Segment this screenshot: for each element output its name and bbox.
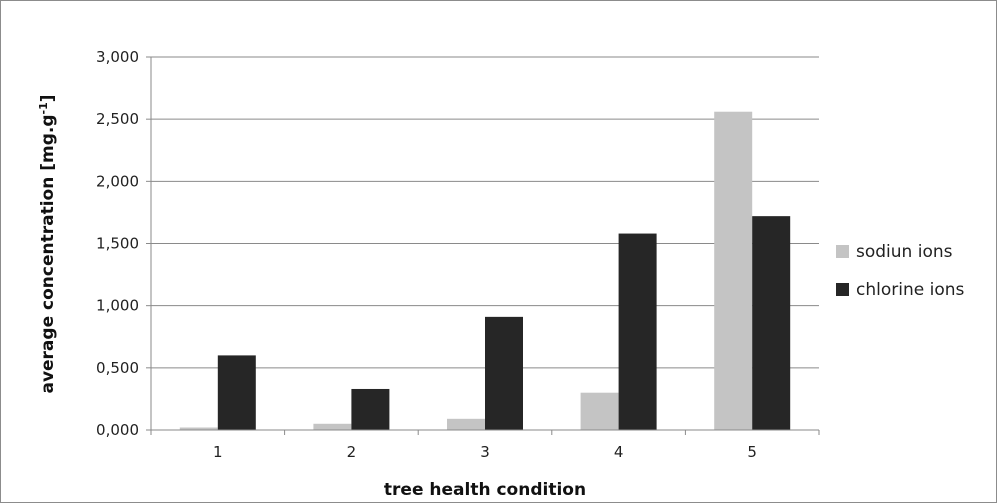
x-tick-label: 4 — [614, 443, 624, 461]
x-tick-labels: 1 2 3 4 5 — [213, 443, 757, 461]
bar-sodium — [313, 423, 352, 430]
bar-sodium — [714, 111, 753, 430]
bar-chlorine — [752, 216, 791, 430]
y-tick-label: 0,500 — [96, 359, 139, 377]
legend-label: sodiun ions — [856, 242, 953, 262]
bar-chlorine — [485, 316, 523, 430]
bars — [179, 111, 791, 430]
y-tick-label: 2,000 — [96, 172, 139, 190]
x-tick-label: 3 — [480, 443, 490, 461]
y-tick-label: 0,000 — [96, 421, 139, 439]
bar-chlorine — [217, 355, 256, 430]
x-tick-label: 5 — [747, 443, 757, 461]
y-axis-title-suffix: ] — [38, 94, 58, 102]
y-axis-title-main: average concentration [mg.g — [38, 114, 58, 393]
bar-chlorine — [351, 388, 390, 430]
x-axis-title: tree health condition — [384, 480, 586, 500]
legend-swatch — [836, 283, 849, 296]
y-tick-labels: 0,000 0,500 1,000 1,500 2,000 2,500 3,000 — [96, 48, 139, 439]
y-tick-label: 1,000 — [96, 297, 139, 315]
legend-label: chlorine ions — [856, 280, 964, 300]
legend: sodiun ions chlorine ions — [836, 242, 964, 300]
y-axis-title-superscript: -1 — [37, 102, 50, 114]
axes — [150, 57, 820, 435]
y-axis-title: average concentration [mg.g-1] — [37, 94, 59, 393]
y-tick-label: 3,000 — [96, 48, 139, 66]
gridlines — [146, 56, 819, 431]
bar-sodium — [179, 427, 218, 430]
bar-sodium — [580, 392, 619, 430]
bar-sodium — [447, 418, 485, 430]
legend-swatch — [836, 245, 849, 258]
x-tick-label: 1 — [213, 443, 223, 461]
x-tick-label: 2 — [347, 443, 357, 461]
y-tick-label: 2,500 — [96, 110, 139, 128]
bar-chlorine — [618, 233, 657, 430]
y-tick-label: 1,500 — [96, 235, 139, 253]
